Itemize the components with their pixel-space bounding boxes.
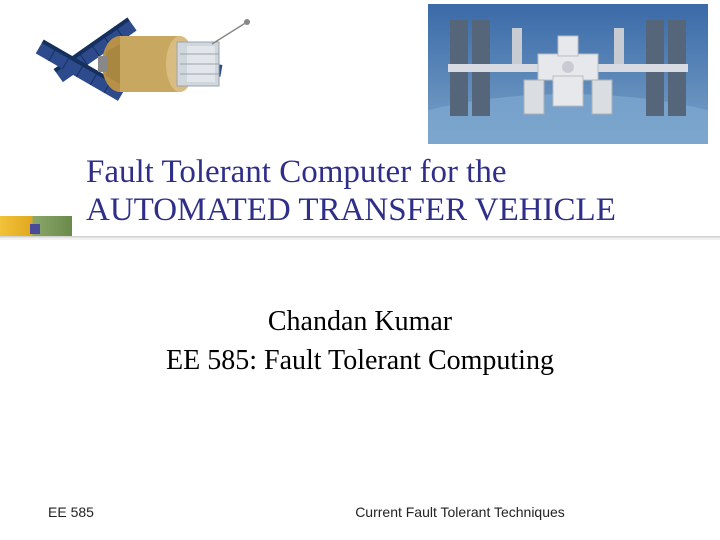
footer-left: EE 585 xyxy=(0,504,200,520)
course-text: EE 585: Fault Tolerant Computing xyxy=(40,341,680,380)
title-block: Fault Tolerant Computer for the AUTOMATE… xyxy=(0,154,720,230)
atv-image xyxy=(12,4,282,144)
accent-bullet xyxy=(30,224,40,234)
footer: EE 585 Current Fault Tolerant Techniques xyxy=(0,504,720,520)
title-underline-shadow xyxy=(0,238,720,240)
author-text: Chandan Kumar xyxy=(40,302,680,341)
title-line-2: AUTOMATED TRANSFER VEHICLE xyxy=(86,192,700,230)
footer-center: Current Fault Tolerant Techniques xyxy=(200,504,720,520)
iss-image xyxy=(428,4,708,144)
atv-illustration xyxy=(12,4,282,144)
iss-illustration xyxy=(428,4,708,144)
body-block: Chandan Kumar EE 585: Fault Tolerant Com… xyxy=(0,302,720,380)
header-images-row xyxy=(0,0,720,144)
title-line-1: Fault Tolerant Computer for the xyxy=(86,154,700,192)
